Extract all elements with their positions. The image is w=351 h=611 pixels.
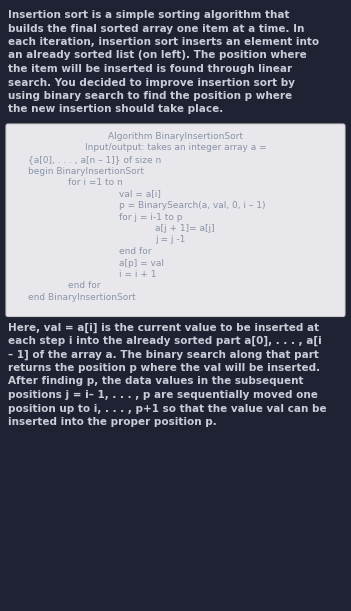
Text: returns the position p where the val will be inserted.: returns the position p where the val wil… xyxy=(8,363,320,373)
Text: search. You decided to improve insertion sort by: search. You decided to improve insertion… xyxy=(8,78,295,87)
Text: positions j = i– 1, . . . , p are sequentially moved one: positions j = i– 1, . . . , p are sequen… xyxy=(8,390,318,400)
Text: a[p] = val: a[p] = val xyxy=(119,258,164,268)
Text: using binary search to find the position p where: using binary search to find the position… xyxy=(8,91,292,101)
Text: builds the final sorted array one item at a time. In: builds the final sorted array one item a… xyxy=(8,23,304,34)
Text: for j = i-1 to p: for j = i-1 to p xyxy=(119,213,182,222)
Text: end for: end for xyxy=(68,282,101,290)
Text: the new insertion should take place.: the new insertion should take place. xyxy=(8,104,223,114)
Text: – 1] of the array a. The binary search along that part: – 1] of the array a. The binary search a… xyxy=(8,349,319,360)
Text: a[j + 1]= a[j]: a[j + 1]= a[j] xyxy=(155,224,215,233)
Text: begin BinaryInsertionSort: begin BinaryInsertionSort xyxy=(28,167,144,175)
Text: Insertion sort is a simple sorting algorithm that: Insertion sort is a simple sorting algor… xyxy=(8,10,290,20)
Text: Algorithm BinaryInsertionSort: Algorithm BinaryInsertionSort xyxy=(108,132,243,141)
Text: end for: end for xyxy=(119,247,151,256)
Text: p = BinarySearch(a, val, 0, i – 1): p = BinarySearch(a, val, 0, i – 1) xyxy=(119,201,265,210)
Text: Input/output: takes an integer array a =: Input/output: takes an integer array a = xyxy=(85,144,266,153)
Text: end BinaryInsertionSort: end BinaryInsertionSort xyxy=(28,293,136,302)
Text: inserted into the proper position p.: inserted into the proper position p. xyxy=(8,417,217,427)
Text: j = j -1: j = j -1 xyxy=(155,235,186,244)
Text: each iteration, insertion sort inserts an element into: each iteration, insertion sort inserts a… xyxy=(8,37,319,47)
Text: Here, val = a[i] is the current value to be inserted at: Here, val = a[i] is the current value to… xyxy=(8,323,319,333)
Text: position up to i, . . . , p+1 so that the value val can be: position up to i, . . . , p+1 so that th… xyxy=(8,403,327,414)
Text: an already sorted list (on left). The position where: an already sorted list (on left). The po… xyxy=(8,51,307,60)
Text: for i =1 to n: for i =1 to n xyxy=(68,178,123,187)
Text: i = i + 1: i = i + 1 xyxy=(119,270,156,279)
FancyBboxPatch shape xyxy=(6,124,345,316)
Text: After finding p, the data values in the subsequent: After finding p, the data values in the … xyxy=(8,376,304,387)
Text: val = a[i]: val = a[i] xyxy=(119,189,160,199)
Text: the item will be inserted is found through linear: the item will be inserted is found throu… xyxy=(8,64,292,74)
Text: {a[0], . . . , a[n – 1]} of size n: {a[0], . . . , a[n – 1]} of size n xyxy=(28,155,161,164)
Text: each step i into the already sorted part a[0], . . . , a[i: each step i into the already sorted part… xyxy=(8,336,322,346)
